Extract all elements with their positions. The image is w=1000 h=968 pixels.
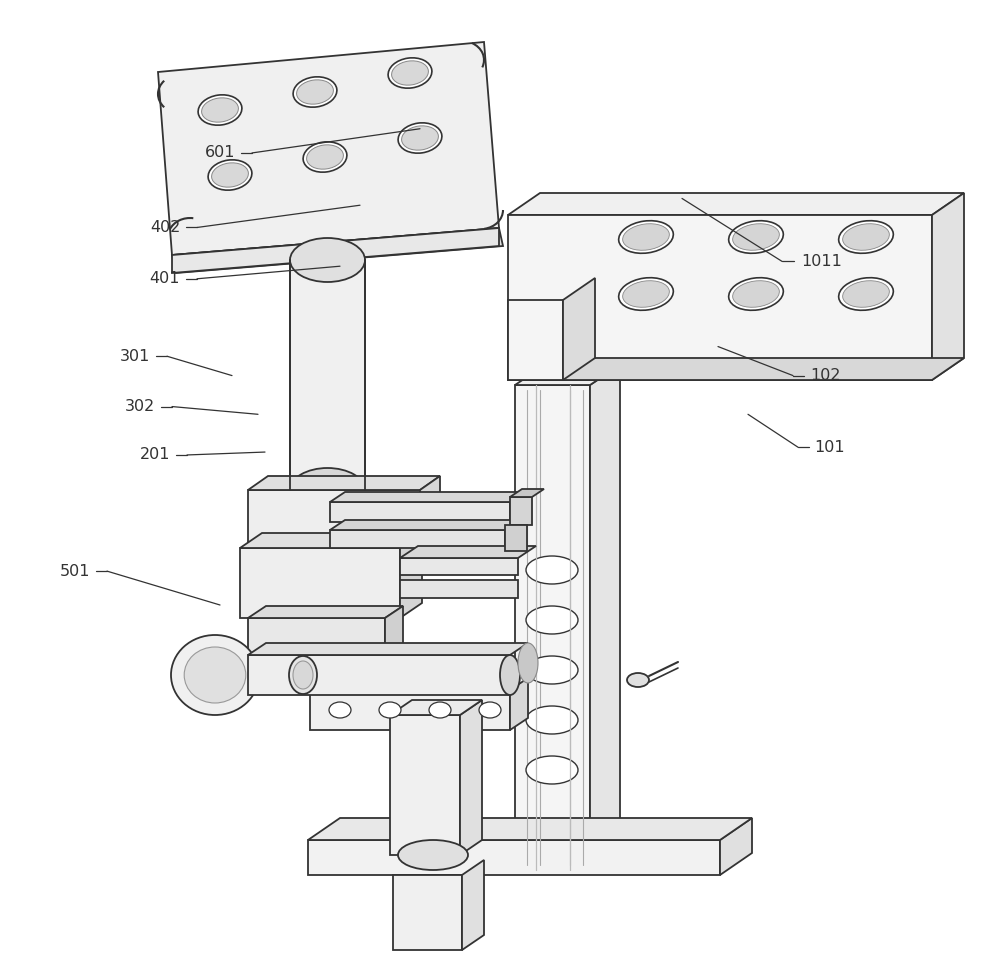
- Ellipse shape: [526, 656, 578, 684]
- Polygon shape: [932, 193, 964, 380]
- Ellipse shape: [198, 95, 242, 125]
- Text: 301: 301: [120, 348, 150, 364]
- Ellipse shape: [843, 281, 889, 307]
- Polygon shape: [308, 840, 720, 875]
- Ellipse shape: [293, 661, 313, 689]
- Ellipse shape: [379, 702, 401, 718]
- Ellipse shape: [526, 606, 578, 634]
- Text: 601: 601: [205, 145, 235, 161]
- Ellipse shape: [202, 98, 238, 122]
- Ellipse shape: [623, 281, 669, 307]
- Polygon shape: [510, 489, 544, 497]
- Polygon shape: [240, 548, 400, 618]
- Polygon shape: [308, 818, 752, 840]
- Ellipse shape: [429, 702, 451, 718]
- Polygon shape: [508, 358, 964, 380]
- Polygon shape: [390, 700, 482, 715]
- Ellipse shape: [329, 702, 351, 718]
- Polygon shape: [515, 385, 590, 870]
- Ellipse shape: [839, 221, 893, 254]
- Polygon shape: [420, 476, 440, 542]
- Polygon shape: [330, 492, 525, 502]
- Ellipse shape: [526, 556, 578, 584]
- Polygon shape: [400, 533, 422, 618]
- Ellipse shape: [303, 142, 347, 172]
- Text: 401: 401: [150, 271, 180, 287]
- Text: 102: 102: [810, 368, 840, 383]
- Ellipse shape: [208, 160, 252, 190]
- Polygon shape: [330, 502, 510, 522]
- Ellipse shape: [526, 706, 578, 734]
- Polygon shape: [400, 558, 518, 575]
- Ellipse shape: [290, 238, 365, 282]
- Ellipse shape: [289, 656, 317, 694]
- Polygon shape: [510, 497, 532, 525]
- Polygon shape: [390, 715, 460, 855]
- Polygon shape: [248, 643, 528, 655]
- Polygon shape: [248, 655, 510, 695]
- Ellipse shape: [398, 840, 468, 870]
- Polygon shape: [720, 818, 752, 875]
- Ellipse shape: [184, 647, 246, 703]
- Polygon shape: [240, 533, 422, 548]
- Polygon shape: [505, 525, 527, 551]
- Polygon shape: [172, 228, 499, 273]
- Ellipse shape: [392, 61, 428, 85]
- Polygon shape: [590, 365, 620, 870]
- Polygon shape: [508, 193, 964, 215]
- Polygon shape: [330, 530, 505, 548]
- Ellipse shape: [843, 224, 889, 251]
- Text: 402: 402: [150, 220, 180, 235]
- Ellipse shape: [479, 702, 501, 718]
- Ellipse shape: [293, 76, 337, 107]
- Text: 1011: 1011: [802, 254, 842, 269]
- Text: 501: 501: [60, 563, 90, 579]
- Polygon shape: [158, 42, 499, 255]
- Polygon shape: [508, 215, 932, 380]
- Polygon shape: [248, 490, 420, 542]
- Ellipse shape: [627, 673, 649, 687]
- Ellipse shape: [500, 655, 520, 695]
- Ellipse shape: [733, 281, 779, 307]
- Polygon shape: [290, 260, 365, 490]
- Ellipse shape: [212, 163, 248, 187]
- Polygon shape: [248, 606, 403, 618]
- Polygon shape: [515, 365, 620, 385]
- Polygon shape: [400, 546, 536, 558]
- Ellipse shape: [729, 278, 783, 311]
- Polygon shape: [248, 476, 440, 490]
- Ellipse shape: [307, 145, 343, 169]
- Ellipse shape: [290, 468, 365, 512]
- Polygon shape: [563, 278, 595, 380]
- Text: 201: 201: [140, 447, 170, 463]
- Ellipse shape: [398, 123, 442, 153]
- Polygon shape: [460, 700, 482, 855]
- Polygon shape: [385, 606, 403, 660]
- Polygon shape: [248, 618, 385, 660]
- Ellipse shape: [623, 224, 669, 251]
- Polygon shape: [462, 860, 484, 950]
- Ellipse shape: [388, 58, 432, 88]
- Ellipse shape: [402, 126, 438, 150]
- Polygon shape: [400, 580, 518, 598]
- Polygon shape: [172, 228, 503, 273]
- Polygon shape: [330, 520, 520, 530]
- Ellipse shape: [729, 221, 783, 254]
- Text: 101: 101: [815, 439, 845, 455]
- Polygon shape: [508, 300, 563, 380]
- Polygon shape: [393, 875, 462, 950]
- Ellipse shape: [526, 756, 578, 784]
- Polygon shape: [510, 678, 528, 730]
- Ellipse shape: [518, 643, 538, 683]
- Text: 302: 302: [125, 399, 155, 414]
- Ellipse shape: [619, 221, 673, 254]
- Ellipse shape: [733, 224, 779, 251]
- Ellipse shape: [839, 278, 893, 311]
- Ellipse shape: [297, 79, 333, 105]
- Ellipse shape: [171, 635, 259, 715]
- Polygon shape: [310, 690, 510, 730]
- Ellipse shape: [619, 278, 673, 311]
